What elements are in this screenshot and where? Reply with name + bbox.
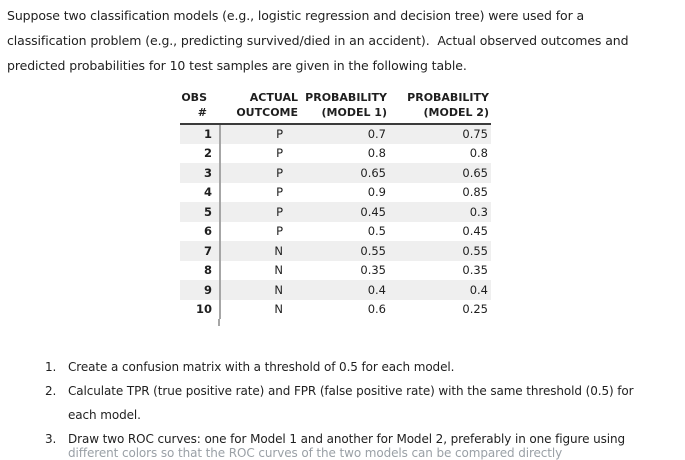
table-row: 6 P 0.5 0.45 [180,221,491,241]
cell-outcome: P [276,204,283,219]
cell-obs: 8 [180,260,221,280]
cell-model2: 0.8 [469,146,488,161]
task-number: 1. [45,360,57,374]
cell-outcome: P [276,224,283,239]
cell-model2: 0.85 [462,185,488,200]
cell-obs: 5 [180,202,221,222]
task-item: 2. Calculate TPR (true positive rate) an… [45,379,634,427]
column-divider-extension [218,319,220,326]
cell-model2: 0.3 [469,204,488,219]
col-header-text: (MODEL 2) [423,106,490,119]
cell-model1: 0.55 [360,243,386,258]
cell-obs: 4 [180,182,221,202]
col-header-text: OUTCOME [236,106,298,119]
cell-obs: 9 [180,280,221,300]
table-row: 3 P 0.65 0.65 [180,163,491,183]
task-line: Create a confusion matrix with a thresho… [68,360,455,374]
col-header-text: (MODEL 1) [321,106,388,119]
table-row: 7 N 0.55 0.55 [180,241,491,261]
cell-outcome: P [276,146,283,161]
cell-model1: 0.6 [367,302,386,317]
col-header-text: OBS [181,91,207,104]
clipped-text-line: different colors so that the ROC curves … [68,446,563,460]
cell-model2: 0.45 [462,224,488,239]
cell-outcome: N [274,263,283,278]
table-row: 1 P 0.7 0.75 [180,124,491,144]
table-row: 9 N 0.4 0.4 [180,280,491,300]
observations-table: OBS # ACTUAL OUTCOME PROBABILITY (MODEL … [180,90,491,319]
task-list: 1. Create a confusion matrix with a thre… [45,355,634,451]
table-row: 5 P 0.45 0.3 [180,202,491,222]
table-row: 8 N 0.35 0.35 [180,260,491,280]
col-header-text: PROBABILITY [305,91,387,104]
col-header-probability-model1: PROBABILITY (MODEL 1) [300,90,389,125]
col-header-probability-model2: PROBABILITY (MODEL 2) [389,90,491,125]
intro-line: predicted probabilities for 10 test samp… [7,58,467,73]
cell-model1: 0.8 [367,146,386,161]
cell-obs: 1 [180,124,221,144]
cell-obs: 3 [180,163,221,183]
cell-model2: 0.75 [462,127,488,142]
cell-model1: 0.5 [367,224,386,239]
task-line: Draw two ROC curves: one for Model 1 and… [68,432,626,446]
cell-model1: 0.35 [360,263,386,278]
cell-obs: 10 [180,299,221,319]
cell-outcome: N [274,243,283,258]
table-header-row: OBS # ACTUAL OUTCOME PROBABILITY (MODEL … [180,90,491,125]
table-row: 10 N 0.6 0.25 [180,299,491,319]
task-item: 1. Create a confusion matrix with a thre… [45,355,634,379]
task-item: 3. Draw two ROC curves: one for Model 1 … [45,427,634,451]
cell-model2: 0.25 [462,302,488,317]
task-number: 2. [45,384,57,398]
cell-model2: 0.35 [462,263,488,278]
task-text: Create a confusion matrix with a thresho… [68,355,454,379]
cell-outcome: N [274,302,283,317]
table-row: 2 P 0.8 0.8 [180,143,491,163]
task-text: Calculate TPR (true positive rate) and F… [68,379,634,427]
cell-model2: 0.55 [462,243,488,258]
cell-model1: 0.4 [367,282,386,297]
cell-outcome: P [276,127,283,142]
cell-model2: 0.4 [469,282,488,297]
cell-model1: 0.7 [367,127,386,142]
task-number: 3. [45,432,57,446]
cell-outcome: N [274,282,283,297]
task-line: Calculate TPR (true positive rate) and F… [68,384,634,398]
cell-model2: 0.65 [462,165,488,180]
table-row: 4 P 0.9 0.85 [180,182,491,202]
cell-outcome: P [276,185,283,200]
cell-outcome: P [276,165,283,180]
cell-model1: 0.9 [367,185,386,200]
cell-obs: 6 [180,221,221,241]
task-line: each model. [68,408,141,422]
cell-obs: 2 [180,143,221,163]
intro-line: classification problem (e.g., predicting… [7,33,629,48]
col-header-obs: OBS # [180,90,220,125]
cell-model1: 0.45 [360,204,386,219]
cell-obs: 7 [180,241,221,261]
cell-model1: 0.65 [360,165,386,180]
col-header-text: # [197,106,207,119]
task-text: Draw two ROC curves: one for Model 1 and… [68,427,625,451]
col-header-text: ACTUAL [249,91,298,104]
intro-line: Suppose two classification models (e.g.,… [7,8,585,23]
intro-paragraph: Suppose two classification models (e.g.,… [7,3,629,78]
col-header-actual-outcome: ACTUAL OUTCOME [220,90,300,125]
col-header-text: PROBABILITY [407,91,489,104]
